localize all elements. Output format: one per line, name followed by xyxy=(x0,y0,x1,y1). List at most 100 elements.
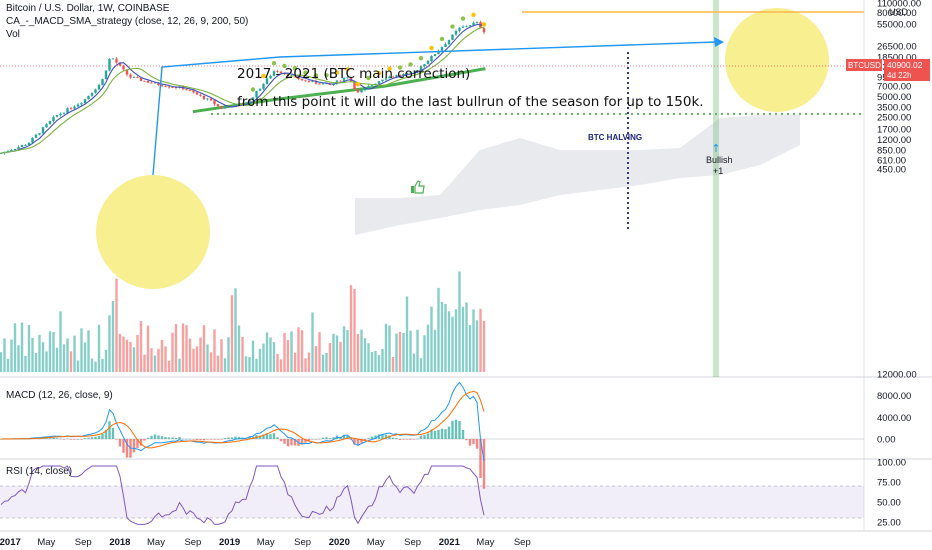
volume-bar xyxy=(34,353,38,372)
highlight-circle-2017 xyxy=(96,175,210,289)
candle-body xyxy=(304,80,307,82)
volume-bar xyxy=(69,351,73,372)
price-tick-label: 55000.00 xyxy=(877,19,917,30)
candle-body xyxy=(405,72,409,75)
candle-body xyxy=(171,87,174,88)
volume-bar xyxy=(311,312,314,372)
candle-body xyxy=(216,104,220,107)
candle-body xyxy=(87,95,90,100)
signal-dot xyxy=(355,82,361,87)
volume-bar xyxy=(381,348,384,372)
macd-histogram-bar xyxy=(353,439,356,445)
volume-bar xyxy=(468,325,472,372)
macd-histogram-bar xyxy=(290,439,293,446)
macd-histogram-bar xyxy=(153,434,157,439)
volume-bar xyxy=(206,344,209,372)
volume-bar xyxy=(444,304,447,372)
volume-bar xyxy=(157,348,160,372)
candle-body xyxy=(34,134,38,138)
candle-body xyxy=(73,106,76,109)
trend-arrow xyxy=(152,41,717,176)
candle-body xyxy=(241,103,244,105)
macd-histogram-bar xyxy=(115,439,118,440)
signal-dot xyxy=(408,62,413,67)
price-axis-background xyxy=(864,0,932,550)
volume-bar xyxy=(395,333,398,372)
candle-body xyxy=(251,97,255,100)
candle-body xyxy=(38,133,41,135)
volume-bar xyxy=(202,325,206,372)
volume-bar xyxy=(223,358,227,372)
candle-body xyxy=(45,124,48,128)
candle-body xyxy=(335,80,339,84)
candle-body xyxy=(195,92,199,95)
candle-body xyxy=(146,81,150,83)
macd-histogram-bar xyxy=(216,439,220,440)
price-tick-label: 610.00 xyxy=(877,155,906,166)
volume-bar xyxy=(363,338,367,372)
time-tick-label: May xyxy=(37,537,55,548)
bullish-arrow: ↑ xyxy=(711,142,720,155)
macd-histogram-bar xyxy=(108,421,111,439)
volume-bar xyxy=(52,332,55,372)
macd-histogram-bar xyxy=(234,436,237,439)
volume-bar xyxy=(227,337,230,372)
volume-bar xyxy=(17,345,20,372)
macd-histogram-bar xyxy=(458,421,461,439)
candle-body xyxy=(255,90,258,98)
price-tick-label: 110000.00 xyxy=(877,0,921,10)
volume-bar xyxy=(472,309,475,372)
macd-histogram-bar xyxy=(468,439,472,446)
signal-dot xyxy=(303,70,308,75)
signal-line xyxy=(1,390,485,449)
price-tick-label: 450.00 xyxy=(877,165,906,176)
bullish-label: Bullish xyxy=(706,155,733,165)
macd-histogram-bar xyxy=(139,439,143,446)
candle-body xyxy=(136,77,139,78)
macd-histogram-bar xyxy=(433,431,437,439)
macd-histogram-bar xyxy=(430,429,433,439)
volume-bar xyxy=(97,324,101,372)
volume-bar xyxy=(216,355,220,372)
price-tag-price: 40900.02 xyxy=(887,60,923,70)
volume-bar xyxy=(48,331,52,372)
rsi-pane: 100.00 75.00 50.00 25.00 xyxy=(0,458,906,529)
highlight-circle-2021 xyxy=(725,8,829,112)
macd-pane: 12000.00 8000.00 4000.00 0.00 xyxy=(0,370,917,489)
volume-bar xyxy=(297,327,300,372)
chart-title: Bitcoin / U.S. Dollar, 1W, COINBASE xyxy=(6,3,170,14)
macd-histogram-bar xyxy=(157,435,160,439)
macd-histogram-bar xyxy=(377,434,381,439)
macd-histogram-bar xyxy=(356,439,360,446)
volume-bar xyxy=(171,332,174,372)
volume-bar xyxy=(139,321,143,372)
candle-body xyxy=(167,86,171,88)
macd-histogram-bar xyxy=(300,439,304,445)
volume-bar xyxy=(321,354,325,372)
volume-bar xyxy=(353,288,356,372)
candle-body xyxy=(160,85,164,87)
volume-bar xyxy=(136,334,139,372)
candle-body xyxy=(265,78,269,84)
macd-histogram-bar xyxy=(398,439,402,440)
macd-histogram-bar xyxy=(416,438,419,440)
volume-bar xyxy=(118,333,122,372)
macd-histogram-bar xyxy=(461,430,465,439)
macd-histogram-bar xyxy=(479,439,482,478)
macd-histogram-bar xyxy=(269,434,272,439)
time-tick-label: Sep xyxy=(184,537,201,548)
volume-bar xyxy=(349,285,353,372)
volume-bar xyxy=(454,309,458,372)
rsi-tick-label: 75.00 xyxy=(877,478,901,489)
volume-bar xyxy=(94,361,97,372)
signal-dot xyxy=(345,67,350,72)
price-tick-label: 850.00 xyxy=(877,145,906,156)
candle-body xyxy=(423,64,426,67)
candle-body xyxy=(290,75,293,77)
candle-body xyxy=(430,56,433,61)
volume-bar xyxy=(195,346,199,372)
volume-bar xyxy=(24,355,27,372)
candle-body xyxy=(272,71,276,76)
signal-dot xyxy=(481,22,487,27)
price-tick-label: 1200.00 xyxy=(877,135,911,146)
